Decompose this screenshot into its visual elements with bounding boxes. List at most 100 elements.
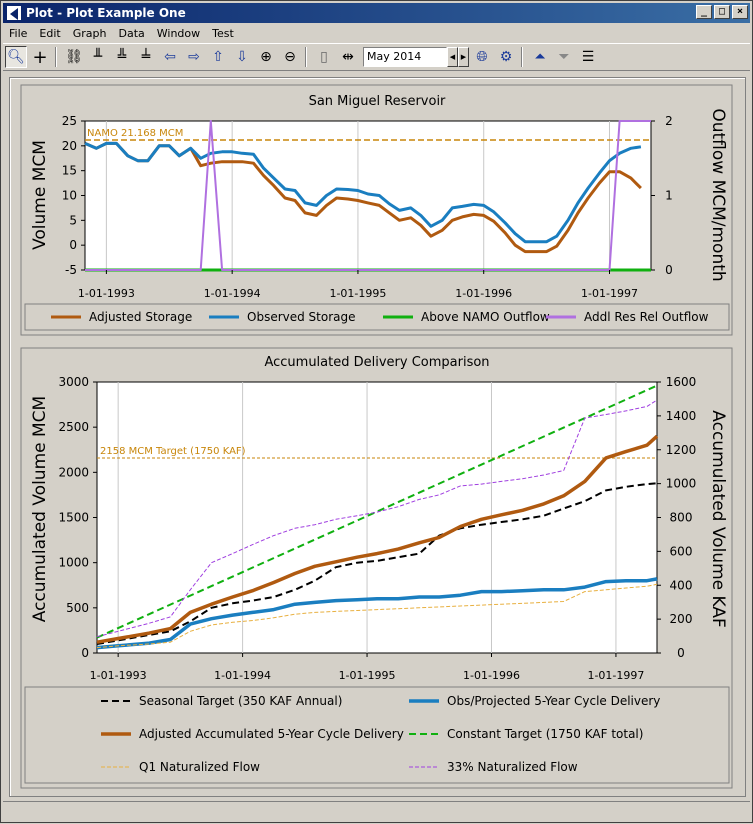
center-icon: ⇹ xyxy=(342,49,354,65)
maximize-button[interactable]: □ xyxy=(714,5,730,19)
chart2-series-2 xyxy=(96,434,659,644)
chart1-y2-tick-label: 1 xyxy=(665,189,673,203)
lower-icon: ⏷ xyxy=(558,49,570,65)
triangle-right-icon: ▶ xyxy=(460,53,467,61)
close-button[interactable]: × xyxy=(732,5,748,19)
chart1-y-tick-label: 20 xyxy=(62,139,77,153)
date-next-button[interactable]: ▶ xyxy=(458,47,469,67)
link-button[interactable]: ⛓ xyxy=(63,46,85,68)
chart2-y-tick-label: 500 xyxy=(66,601,89,615)
title-bar[interactable]: Plot - Plot Example One _ □ × xyxy=(3,3,750,23)
chart1-series xyxy=(84,120,651,272)
axes-scale-button[interactable]: ╧ xyxy=(135,46,157,68)
pan-up-button[interactable]: ⇧ xyxy=(207,46,229,68)
chart1-y-tick-label: 5 xyxy=(69,213,77,227)
chart2-x-tick-label: 1-01-1995 xyxy=(339,669,396,682)
chart2-x-tick-label: 1-01-1997 xyxy=(587,669,644,682)
stack-button[interactable]: ☰ xyxy=(577,46,599,68)
chart2-title: Accumulated Delivery Comparison xyxy=(264,355,489,370)
chart2-y2-tick-label: 200 xyxy=(670,612,693,626)
chart1-x-ticks: 1-01-1993 1-01-1994 1-01-1995 1-01-1996 1-01… xyxy=(78,270,638,300)
axes-button[interactable]: ╨ xyxy=(87,46,109,68)
center-button[interactable]: ⇹ xyxy=(337,46,359,68)
chart1-grid xyxy=(105,121,610,270)
app-icon xyxy=(6,5,22,21)
menu-file[interactable]: File xyxy=(9,26,28,40)
chart2-y2-tick-label: 1600 xyxy=(666,375,697,389)
chart2-legend-label: Obs/Projected 5-Year Cycle Delivery xyxy=(447,694,660,708)
chart2-series-1 xyxy=(96,577,658,650)
chart2-target-label: 2158 MCM Target (1750 KAF) xyxy=(100,446,246,457)
chart2-legend-label: 33% Naturalized Flow xyxy=(447,760,578,774)
raise-button[interactable]: ⏶ xyxy=(529,46,551,68)
chart1-x-tick-label: 1-01-1996 xyxy=(455,287,512,300)
globe-icon: 🌐︎ xyxy=(476,49,488,65)
chart1-x-tick-label: 1-01-1993 xyxy=(78,287,135,300)
chart2-y2-tick-label: 1400 xyxy=(666,409,697,423)
zoom-tool-button[interactable]: 🔍︎ xyxy=(5,46,27,68)
axes-r-icon: ╩ xyxy=(117,49,127,65)
date-prev-button[interactable]: ◀ xyxy=(447,47,458,67)
chart1-y2label: Outflow MCM/month xyxy=(708,108,728,281)
chart2-y2-tick-label: 1200 xyxy=(666,443,697,457)
chart2-series-5 xyxy=(96,399,658,638)
zoom-in-button[interactable]: ⊕ xyxy=(255,46,277,68)
chart1-y-tick-label: 25 xyxy=(62,114,77,128)
axes-right-button[interactable]: ╩ xyxy=(111,46,133,68)
chart2-y-tick-label: 2000 xyxy=(58,465,89,479)
chart2-y-ticks: 0 500 1000 1500 2000 2500 3000 xyxy=(58,375,97,660)
link-icon: ⛓ xyxy=(65,49,83,65)
axes-s-icon: ╧ xyxy=(141,49,151,65)
chart1-legend-box xyxy=(24,303,730,331)
pan-right-button[interactable]: ⇨ xyxy=(183,46,205,68)
globe-button[interactable]: 🌐︎ xyxy=(471,46,493,68)
pan-left-button[interactable]: ⇦ xyxy=(159,46,181,68)
chart2-legend-label: Constant Target (1750 KAF total) xyxy=(447,727,643,741)
magnifier-icon: 🔍︎ xyxy=(7,49,25,65)
arrow-down-icon: ⇩ xyxy=(236,49,248,65)
menu-graph[interactable]: Graph xyxy=(72,26,107,40)
chart2-x-ticks: 1-01-1993 1-01-1994 1-01-1995 1-01-1996 1-01… xyxy=(90,653,644,682)
menu-test[interactable]: Test xyxy=(212,26,234,40)
zoom-in-icon: ⊕ xyxy=(260,49,272,65)
lower-button[interactable]: ⏷ xyxy=(553,46,575,68)
chart2-legend: Seasonal Target (350 KAF Annual) Obs/Proj… xyxy=(101,694,660,774)
window-title: Plot - Plot Example One xyxy=(26,6,186,20)
chart2-reference: 2158 MCM Target (1750 KAF) xyxy=(97,446,657,459)
chart1-legend-label: Observed Storage xyxy=(247,310,356,324)
pan-down-button[interactable]: ⇩ xyxy=(231,46,253,68)
chart2-legend-label: Q1 Naturalized Flow xyxy=(139,760,260,774)
split-button[interactable]: ▯ xyxy=(313,46,335,68)
plot-panel xyxy=(9,77,746,797)
zoom-out-button[interactable]: ⊖ xyxy=(279,46,301,68)
triangle-left-icon: ◀ xyxy=(449,53,456,61)
minimize-button[interactable]: _ xyxy=(696,5,712,19)
arrow-left-icon: ⇦ xyxy=(164,49,176,65)
zoom-out-icon: ⊖ xyxy=(284,49,296,65)
menu-data[interactable]: Data xyxy=(118,26,145,40)
chart1-series-1 xyxy=(84,141,642,244)
gear-icon: ⚙ xyxy=(499,49,513,65)
chart1-x-tick-label: 1-01-1994 xyxy=(204,287,261,300)
date-field[interactable]: May 2014 xyxy=(363,47,447,67)
chart2-y-tick-label: 1500 xyxy=(58,511,89,525)
chart1-legend-label: Above NAMO Outflow xyxy=(421,310,550,324)
menu-edit[interactable]: Edit xyxy=(39,26,61,40)
chart2-x-tick-label: 1-01-1994 xyxy=(214,669,271,682)
chart2-legend-box xyxy=(24,686,730,784)
settings-button[interactable]: ⚙ xyxy=(495,46,517,68)
crosshair-tool-button[interactable]: + xyxy=(29,46,51,68)
chart2-series xyxy=(96,384,659,650)
arrow-up-icon: ⇧ xyxy=(212,49,224,65)
chart2-y-tick-label: 2500 xyxy=(58,420,89,434)
chart2-y-tick-label: 3000 xyxy=(58,375,89,389)
chart2-y2label: Accumulated Volume KAF xyxy=(708,410,728,627)
menu-window[interactable]: Window xyxy=(156,26,201,40)
chart1-ylabel: Volume MCM xyxy=(30,140,50,250)
chart1-y2-ticks: 0 1 2 xyxy=(651,114,673,277)
chart1-reference: NAMO 21.168 MCM xyxy=(85,128,651,141)
chart2-y2-tick-label: 800 xyxy=(670,511,693,525)
chart2-legend-label: Adjusted Accumulated 5-Year Cycle Delive… xyxy=(139,727,404,741)
chart1-legend: Adjusted Storage Observed Storage Above NA… xyxy=(51,310,709,324)
